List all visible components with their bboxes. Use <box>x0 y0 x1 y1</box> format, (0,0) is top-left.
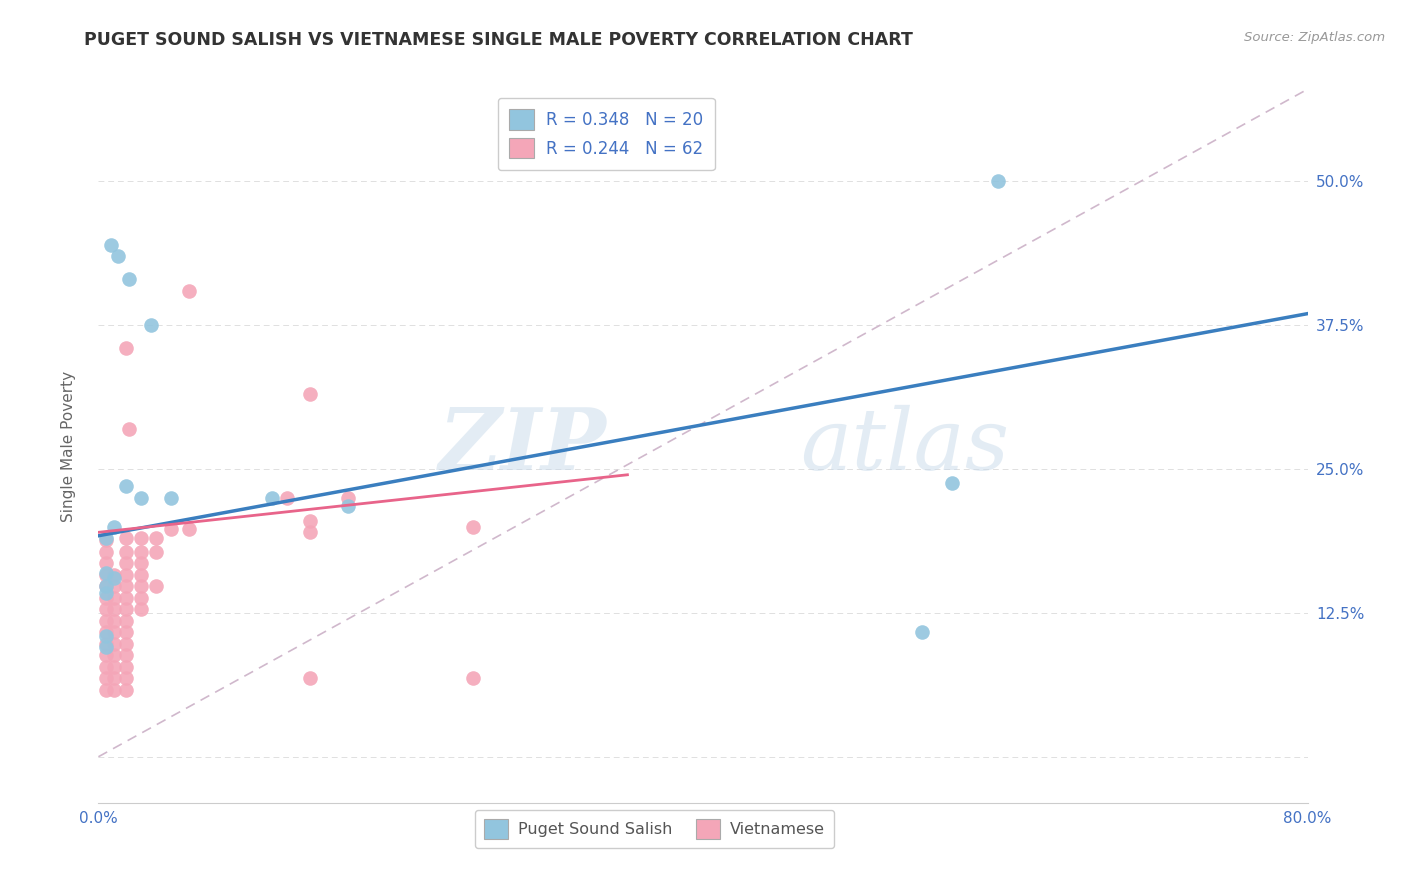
Point <box>107 249 129 263</box>
Point <box>114 625 136 640</box>
Point <box>114 568 136 582</box>
Point <box>94 602 117 616</box>
Point <box>103 648 125 663</box>
Point <box>160 491 183 505</box>
Point <box>129 557 152 571</box>
Point <box>94 637 117 651</box>
Point <box>129 531 152 545</box>
Point <box>463 672 485 686</box>
Point <box>103 519 125 533</box>
Point <box>94 566 117 580</box>
Point <box>94 531 117 545</box>
Point <box>179 284 201 298</box>
Point <box>179 522 201 536</box>
Point <box>129 602 152 616</box>
Text: PUGET SOUND SALISH VS VIETNAMESE SINGLE MALE POVERTY CORRELATION CHART: PUGET SOUND SALISH VS VIETNAMESE SINGLE … <box>84 31 914 49</box>
Point <box>114 660 136 674</box>
Point <box>94 629 117 643</box>
Point <box>103 660 125 674</box>
Point <box>987 174 1010 188</box>
Point <box>299 387 322 401</box>
Point <box>114 683 136 698</box>
Point <box>118 272 141 286</box>
Point <box>103 591 125 605</box>
Point <box>94 586 117 600</box>
Point <box>114 557 136 571</box>
Point <box>103 579 125 593</box>
Point <box>103 625 125 640</box>
Point <box>129 568 152 582</box>
Point <box>276 491 298 505</box>
Point <box>94 648 117 663</box>
Point <box>114 341 136 355</box>
Text: Source: ZipAtlas.com: Source: ZipAtlas.com <box>1244 31 1385 45</box>
Point <box>94 568 117 582</box>
Point <box>94 579 117 593</box>
Point <box>114 602 136 616</box>
Point <box>114 637 136 651</box>
Point <box>129 579 152 593</box>
Point <box>129 545 152 559</box>
Point <box>103 672 125 686</box>
Point <box>100 237 122 252</box>
Point <box>336 491 359 505</box>
Point <box>114 479 136 493</box>
Point <box>94 625 117 640</box>
Point <box>103 683 125 698</box>
Point <box>94 672 117 686</box>
Point <box>103 614 125 628</box>
Legend: Puget Sound Salish, Vietnamese: Puget Sound Salish, Vietnamese <box>475 810 834 848</box>
Point <box>911 625 934 640</box>
Text: atlas: atlas <box>800 405 1010 487</box>
Point <box>463 519 485 533</box>
Point <box>129 491 152 505</box>
Point <box>129 591 152 605</box>
Point <box>94 579 117 593</box>
Point <box>94 614 117 628</box>
Point <box>94 660 117 674</box>
Text: ZIP: ZIP <box>439 404 606 488</box>
Point <box>103 637 125 651</box>
Point <box>94 557 117 571</box>
Point <box>114 579 136 593</box>
Point <box>160 522 183 536</box>
Point <box>94 640 117 655</box>
Point <box>941 475 963 490</box>
Point <box>118 422 141 436</box>
Point <box>94 683 117 698</box>
Point <box>299 672 322 686</box>
Point <box>103 568 125 582</box>
Point <box>103 602 125 616</box>
Y-axis label: Single Male Poverty: Single Male Poverty <box>62 370 76 522</box>
Point <box>103 571 125 585</box>
Point <box>114 545 136 559</box>
Point <box>94 533 117 548</box>
Point <box>145 545 167 559</box>
Point <box>336 499 359 513</box>
Point <box>114 614 136 628</box>
Point <box>114 531 136 545</box>
Point <box>262 491 284 505</box>
Point <box>114 591 136 605</box>
Point <box>299 514 322 528</box>
Point <box>94 545 117 559</box>
Point <box>114 648 136 663</box>
Point <box>141 318 163 333</box>
Point <box>299 525 322 540</box>
Point <box>145 579 167 593</box>
Point <box>94 591 117 605</box>
Point <box>114 672 136 686</box>
Point <box>145 531 167 545</box>
